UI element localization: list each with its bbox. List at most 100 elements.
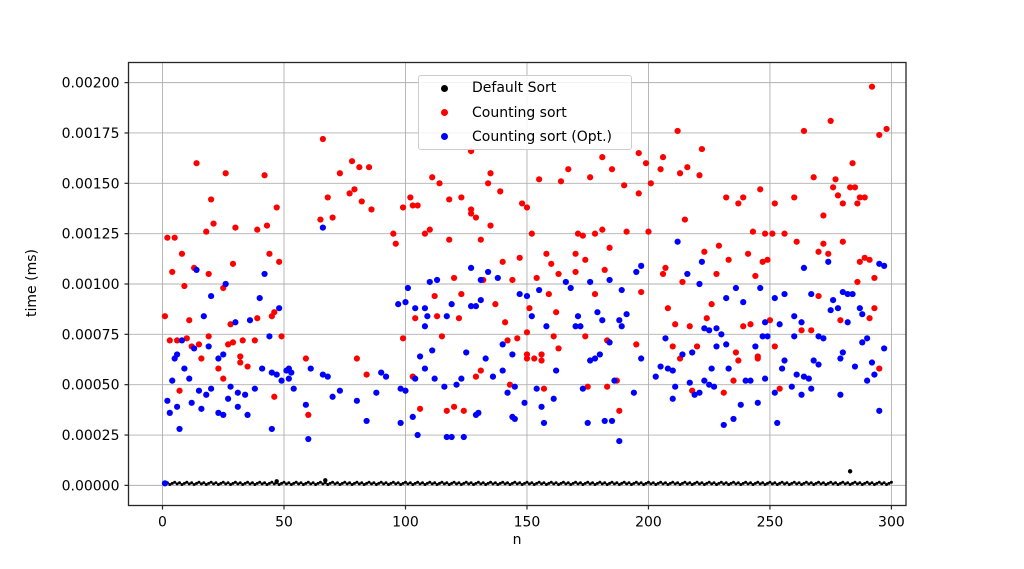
data-point-counting-sort-opt <box>205 343 212 350</box>
data-point-counting-sort <box>834 192 842 199</box>
data-point-counting-sort <box>506 381 514 388</box>
data-point-counting-sort <box>679 278 686 286</box>
data-point-counting-sort <box>443 407 450 414</box>
data-point-counting-sort-opt <box>176 425 183 433</box>
data-point-counting-sort <box>876 131 883 139</box>
data-point-default-sort <box>202 481 206 485</box>
data-point-counting-sort-opt <box>742 377 749 384</box>
data-point-counting-sort <box>854 200 861 207</box>
data-point-default-sort <box>168 482 172 486</box>
data-point-counting-sort <box>472 373 480 380</box>
data-point-counting-sort-opt <box>781 357 788 364</box>
data-point-counting-sort <box>278 333 285 340</box>
data-point-counting-sort <box>195 341 203 348</box>
data-point-default-sort <box>243 481 247 485</box>
data-point-default-sort <box>731 480 735 484</box>
data-point-counting-sort <box>477 236 484 243</box>
data-point-counting-sort <box>548 260 555 267</box>
data-point-default-sort <box>403 480 407 484</box>
data-point-default-sort <box>501 480 505 484</box>
data-point-default-sort <box>331 480 335 484</box>
data-point-counting-sort-opt <box>834 305 842 312</box>
data-point-default-sort <box>423 482 427 486</box>
data-point-counting-sort <box>477 367 484 374</box>
data-point-default-sort <box>216 482 220 486</box>
data-point-counting-sort-opt <box>353 397 360 404</box>
data-point-default-sort <box>289 482 293 486</box>
data-point-default-sort <box>583 481 587 485</box>
data-point-default-sort <box>678 482 682 486</box>
data-point-counting-sort-opt <box>638 355 645 362</box>
legend-label: Default Sort <box>472 80 557 97</box>
data-point-default-sort <box>452 480 456 484</box>
data-point-counting-sort-opt <box>856 305 863 312</box>
data-point-default-sort <box>263 481 267 485</box>
data-point-counting-sort-opt <box>441 383 448 390</box>
data-point-counting-sort <box>426 226 433 233</box>
data-point-counting-sort-opt <box>516 290 523 298</box>
data-point-counting-sort <box>684 164 691 171</box>
data-point-default-sort <box>506 481 510 485</box>
data-point-default-sort <box>316 481 320 485</box>
data-point-default-sort <box>287 481 291 485</box>
data-point-counting-sort-opt <box>851 363 859 370</box>
data-point-default-sort <box>860 482 864 486</box>
data-point-counting-sort <box>764 256 771 263</box>
data-point-counting-sort <box>715 242 723 249</box>
data-point-default-sort <box>627 481 631 485</box>
data-point-counting-sort-opt <box>246 317 254 324</box>
data-point-default-sort <box>831 482 835 486</box>
y-tick-label: 0.00075 <box>62 327 120 343</box>
data-point-counting-sort <box>183 335 190 342</box>
data-point-default-sort <box>294 480 298 484</box>
data-point-counting-sort-opt <box>234 389 241 396</box>
data-point-counting-sort-opt <box>577 323 584 330</box>
data-point-counting-sort-opt <box>171 355 178 362</box>
data-point-counting-sort-opt <box>587 357 594 364</box>
data-point-counting-sort <box>368 206 375 213</box>
data-point-default-sort <box>608 481 612 485</box>
data-point-default-sort <box>683 480 687 484</box>
data-point-counting-sort-opt <box>511 383 518 390</box>
data-point-default-sort <box>357 482 361 486</box>
data-point-default-sort <box>270 480 274 484</box>
data-point-counting-sort <box>791 194 798 201</box>
data-point-default-sort <box>617 482 621 486</box>
data-point-counting-sort-opt <box>771 294 778 302</box>
data-point-counting-sort <box>450 274 458 282</box>
data-point-counting-sort-opt <box>616 317 623 324</box>
data-point-counting-sort-opt <box>633 268 640 276</box>
data-point-default-sort <box>877 480 881 484</box>
data-point-counting-sort-opt <box>601 417 608 425</box>
data-point-counting-sort-opt <box>805 375 812 382</box>
data-point-counting-sort-opt <box>761 319 769 326</box>
data-point-counting-sort-opt <box>630 389 637 396</box>
data-point-counting-sort-opt <box>662 335 669 342</box>
data-point-counting-sort-opt <box>747 377 754 384</box>
data-point-counting-sort-opt <box>611 377 618 384</box>
data-point-counting-sort-opt <box>759 333 766 340</box>
data-point-counting-sort <box>516 254 523 261</box>
data-point-counting-sort <box>735 200 742 207</box>
data-point-counting-sort-opt <box>523 292 531 300</box>
data-point-counting-sort-opt <box>433 276 441 284</box>
data-point-counting-sort-opt <box>859 339 866 346</box>
data-point-counting-sort <box>458 290 465 298</box>
data-point-counting-sort <box>319 135 326 143</box>
data-point-counting-sort-opt <box>208 292 215 300</box>
data-point-counting-sort-opt <box>815 333 822 340</box>
data-point-default-sort <box>766 481 770 485</box>
data-point-default-sort <box>697 482 701 486</box>
data-point-counting-sort-opt <box>256 294 263 302</box>
data-point-counting-sort <box>526 305 533 312</box>
data-point-default-sort <box>865 480 869 484</box>
data-point-counting-sort <box>642 160 650 167</box>
legend-marker-dot-icon <box>441 84 448 92</box>
data-point-default-sort <box>804 480 808 484</box>
data-point-counting-sort-opt <box>477 297 484 304</box>
data-point-counting-sort-opt <box>686 379 693 386</box>
data-point-counting-sort-opt <box>302 401 309 408</box>
data-point-default-sort <box>442 482 446 486</box>
data-point-default-sort <box>418 482 422 486</box>
data-point-counting-sort <box>173 337 181 344</box>
